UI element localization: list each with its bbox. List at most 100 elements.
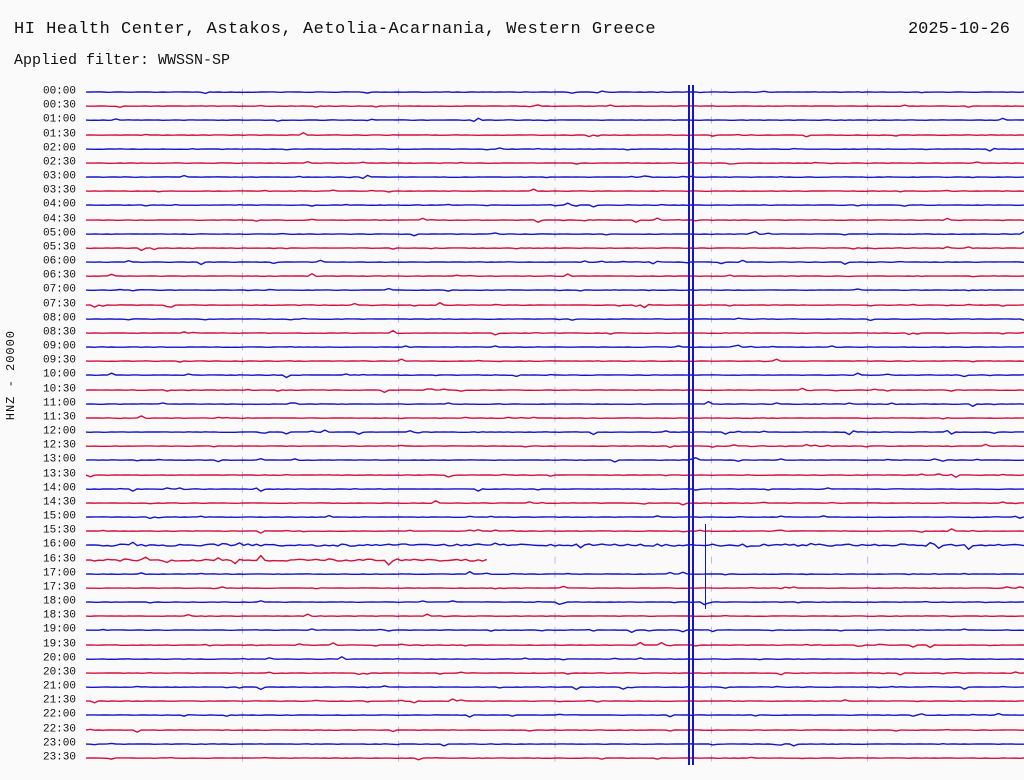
trace-row-waveform: [86, 553, 1024, 567]
trace-row-15:30[interactable]: 15:30: [86, 524, 1024, 538]
trace-row-time-label: 14:30: [0, 496, 76, 508]
date-label: 2025-10-26: [908, 20, 1010, 39]
trace-row-waveform: [86, 581, 1024, 595]
trace-row-time-label: 11:30: [0, 411, 76, 423]
trace-row-waveform: [86, 567, 1024, 581]
trace-row-19:00[interactable]: 19:00: [86, 623, 1024, 637]
seismic-event-marker[interactable]: [336, 499, 343, 508]
trace-row-20:30[interactable]: 20:30: [86, 666, 1024, 680]
seismogram-plot-area[interactable]: 00:00 00:30 01:00 01:30 02:00 02:30 03:00 03:30…: [86, 85, 1024, 765]
trace-row-23:00[interactable]: 23:00: [86, 737, 1024, 751]
trace-row-04:00[interactable]: 04:00: [86, 198, 1024, 212]
trace-row-09:30[interactable]: 09:30: [86, 354, 1024, 368]
trace-row-00:30[interactable]: 00:30: [86, 99, 1024, 113]
trace-row-03:00[interactable]: 03:00: [86, 170, 1024, 184]
trace-row-waveform: [86, 170, 1024, 184]
filter-label: Applied filter: WWSSN-SP: [14, 52, 230, 69]
trace-row-waveform: [86, 241, 1024, 255]
trace-row-12:00[interactable]: 12:00: [86, 425, 1024, 439]
trace-row-22:00[interactable]: 22:00: [86, 708, 1024, 722]
trace-row-waveform: [86, 368, 1024, 382]
trace-row-17:30[interactable]: 17:30: [86, 581, 1024, 595]
trace-row-06:00[interactable]: 06:00: [86, 255, 1024, 269]
trace-row-time-label: 19:30: [0, 638, 76, 650]
trace-row-01:00[interactable]: 01:00: [86, 113, 1024, 127]
trace-row-21:00[interactable]: 21:00: [86, 680, 1024, 694]
trace-row-07:00[interactable]: 07:00: [86, 283, 1024, 297]
trace-row-time-label: 07:00: [0, 284, 76, 296]
trace-row-time-label: 01:00: [0, 114, 76, 126]
trace-row-time-label: 07:30: [0, 298, 76, 310]
trace-row-time-label: 21:00: [0, 680, 76, 692]
current-time-marker-line-right: [692, 85, 694, 765]
trace-row-waveform: [86, 128, 1024, 142]
seismic-event-marker[interactable]: [167, 258, 174, 267]
trace-row-16:00[interactable]: 16:00: [86, 538, 1024, 552]
trace-row-08:30[interactable]: 08:30: [86, 326, 1024, 340]
trace-row-11:30[interactable]: 11:30: [86, 411, 1024, 425]
trace-row-15:00[interactable]: 15:00: [86, 510, 1024, 524]
trace-row-06:30[interactable]: 06:30: [86, 269, 1024, 283]
trace-row-11:00[interactable]: 11:00: [86, 397, 1024, 411]
trace-row-waveform: [86, 198, 1024, 212]
trace-row-time-label: 18:30: [0, 610, 76, 622]
trace-row-18:00[interactable]: 18:00: [86, 595, 1024, 609]
trace-row-08:00[interactable]: 08:00: [86, 312, 1024, 326]
trace-row-02:30[interactable]: 02:30: [86, 156, 1024, 170]
trace-row-time-label: 12:00: [0, 425, 76, 437]
seismic-event-marker[interactable]: [139, 570, 146, 579]
trace-row-04:30[interactable]: 04:30: [86, 213, 1024, 227]
trace-row-05:00[interactable]: 05:00: [86, 227, 1024, 241]
trace-row-19:30[interactable]: 19:30: [86, 638, 1024, 652]
trace-row-waveform: [86, 227, 1024, 241]
current-time-marker: [688, 85, 694, 765]
seismic-event-marker[interactable]: [83, 541, 90, 550]
trace-row-waveform: [86, 411, 1024, 425]
trace-row-waveform: [86, 623, 1024, 637]
seismic-event-marker[interactable]: [571, 442, 578, 451]
page-title: HI Health Center, Astakos, Aetolia-Acarn…: [14, 20, 656, 39]
trace-row-waveform: [86, 595, 1024, 609]
trace-row-waveform: [86, 383, 1024, 397]
seismic-event-marker[interactable]: [486, 556, 493, 565]
trace-row-09:00[interactable]: 09:00: [86, 340, 1024, 354]
trace-row-02:00[interactable]: 02:00: [86, 142, 1024, 156]
trace-row-time-label: 03:00: [0, 170, 76, 182]
trace-row-time-label: 09:00: [0, 340, 76, 352]
trace-row-time-label: 10:30: [0, 383, 76, 395]
trace-row-00:00[interactable]: 00:00: [86, 85, 1024, 99]
trace-row-waveform: [86, 213, 1024, 227]
trace-row-13:00[interactable]: 13:00: [86, 453, 1024, 467]
trace-row-07:30[interactable]: 07:30: [86, 298, 1024, 312]
trace-row-03:30[interactable]: 03:30: [86, 184, 1024, 198]
trace-row-23:30[interactable]: 23:30: [86, 751, 1024, 765]
trace-row-20:00[interactable]: 20:00: [86, 652, 1024, 666]
trace-row-21:30[interactable]: 21:30: [86, 694, 1024, 708]
trace-row-14:30[interactable]: 14:30: [86, 496, 1024, 510]
trace-row-waveform: [86, 283, 1024, 297]
trace-row-16:30[interactable]: 16:30: [86, 553, 1024, 567]
trace-row-time-label: 13:30: [0, 468, 76, 480]
trace-row-waveform: [86, 751, 1024, 765]
trace-row-waveform: [86, 326, 1024, 340]
trace-row-18:30[interactable]: 18:30: [86, 609, 1024, 623]
trace-row-05:30[interactable]: 05:30: [86, 241, 1024, 255]
seismic-event-marker[interactable]: [702, 357, 709, 366]
trace-row-17:00[interactable]: 17:00: [86, 567, 1024, 581]
seismic-event-marker[interactable]: [430, 187, 437, 196]
trace-row-22:30[interactable]: 22:30: [86, 723, 1024, 737]
trace-row-12:30[interactable]: 12:30: [86, 439, 1024, 453]
tall-blue-spike-annotation: [705, 524, 706, 609]
seismic-event-marker[interactable]: [974, 641, 981, 650]
trace-row-10:00[interactable]: 10:00: [86, 368, 1024, 382]
trace-row-14:00[interactable]: 14:00: [86, 482, 1024, 496]
trace-row-waveform: [86, 652, 1024, 666]
trace-row-01:30[interactable]: 01:30: [86, 128, 1024, 142]
trace-row-waveform: [86, 482, 1024, 496]
trace-row-13:30[interactable]: 13:30: [86, 468, 1024, 482]
trace-row-waveform: [86, 524, 1024, 538]
trace-row-10:30[interactable]: 10:30: [86, 383, 1024, 397]
trace-row-waveform: [86, 184, 1024, 198]
trace-row-time-label: 08:00: [0, 312, 76, 324]
trace-row-time-label: 15:00: [0, 510, 76, 522]
